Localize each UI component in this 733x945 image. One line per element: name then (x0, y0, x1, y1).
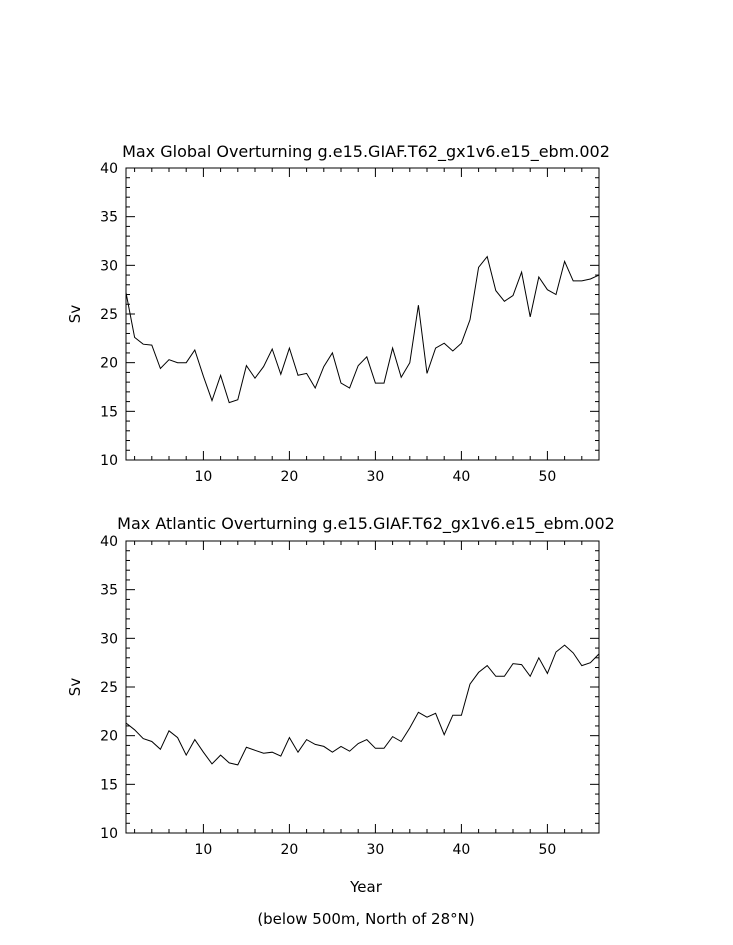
plot-frame (125, 167, 600, 461)
y-tick-labels: 10 15 20 25 30 35 40 (100, 161, 118, 469)
y-tick-label: 10 (100, 453, 118, 469)
y-tick-label: 40 (100, 161, 118, 177)
x-tick-labels: 10 20 30 40 50 (194, 842, 556, 858)
y-tick-labels: 10 15 20 25 30 35 40 (100, 534, 118, 842)
x-tick-label: 40 (452, 469, 470, 485)
y-tick-label: 40 (100, 534, 118, 550)
series-line-atlantic (125, 644, 600, 766)
x-tick-label: 30 (366, 842, 384, 858)
y-tick-label: 25 (100, 680, 118, 696)
plot-frame (125, 540, 600, 834)
x-tick-label: 20 (280, 842, 298, 858)
global-overturning-panel: Max Global Overturning g.e15.GIAF.T62_gx… (66, 142, 610, 485)
y-tick-label: 30 (100, 258, 118, 274)
y-tick-label: 20 (100, 356, 118, 372)
x-axis-label: Year (349, 878, 383, 896)
y-axis-label: Sv (66, 678, 84, 697)
y-tick-label: 35 (100, 210, 118, 226)
y-tick-label: 25 (100, 307, 118, 323)
tick-marks (126, 540, 600, 834)
x-tick-label: 30 (366, 469, 384, 485)
series-line-global (125, 255, 600, 404)
footnote: (below 500m, North of 28°N) (257, 910, 474, 928)
tick-marks (126, 167, 600, 461)
y-axis-label: Sv (66, 305, 84, 324)
y-tick-label: 15 (100, 404, 118, 420)
y-tick-label: 15 (100, 777, 118, 793)
chart-title: Max Atlantic Overturning g.e15.GIAF.T62_… (117, 514, 615, 534)
chart-title: Max Global Overturning g.e15.GIAF.T62_gx… (122, 142, 610, 162)
x-tick-labels: 10 20 30 40 50 (194, 469, 556, 485)
x-tick-label: 10 (194, 469, 212, 485)
x-tick-label: 40 (452, 842, 470, 858)
y-tick-label: 35 (100, 583, 118, 599)
x-tick-label: 20 (280, 469, 298, 485)
x-tick-label: 10 (194, 842, 212, 858)
y-tick-label: 30 (100, 631, 118, 647)
x-tick-label: 50 (538, 842, 556, 858)
y-tick-label: 20 (100, 729, 118, 745)
y-tick-label: 10 (100, 826, 118, 842)
atlantic-overturning-panel: Max Atlantic Overturning g.e15.GIAF.T62_… (66, 514, 615, 896)
x-tick-label: 50 (538, 469, 556, 485)
